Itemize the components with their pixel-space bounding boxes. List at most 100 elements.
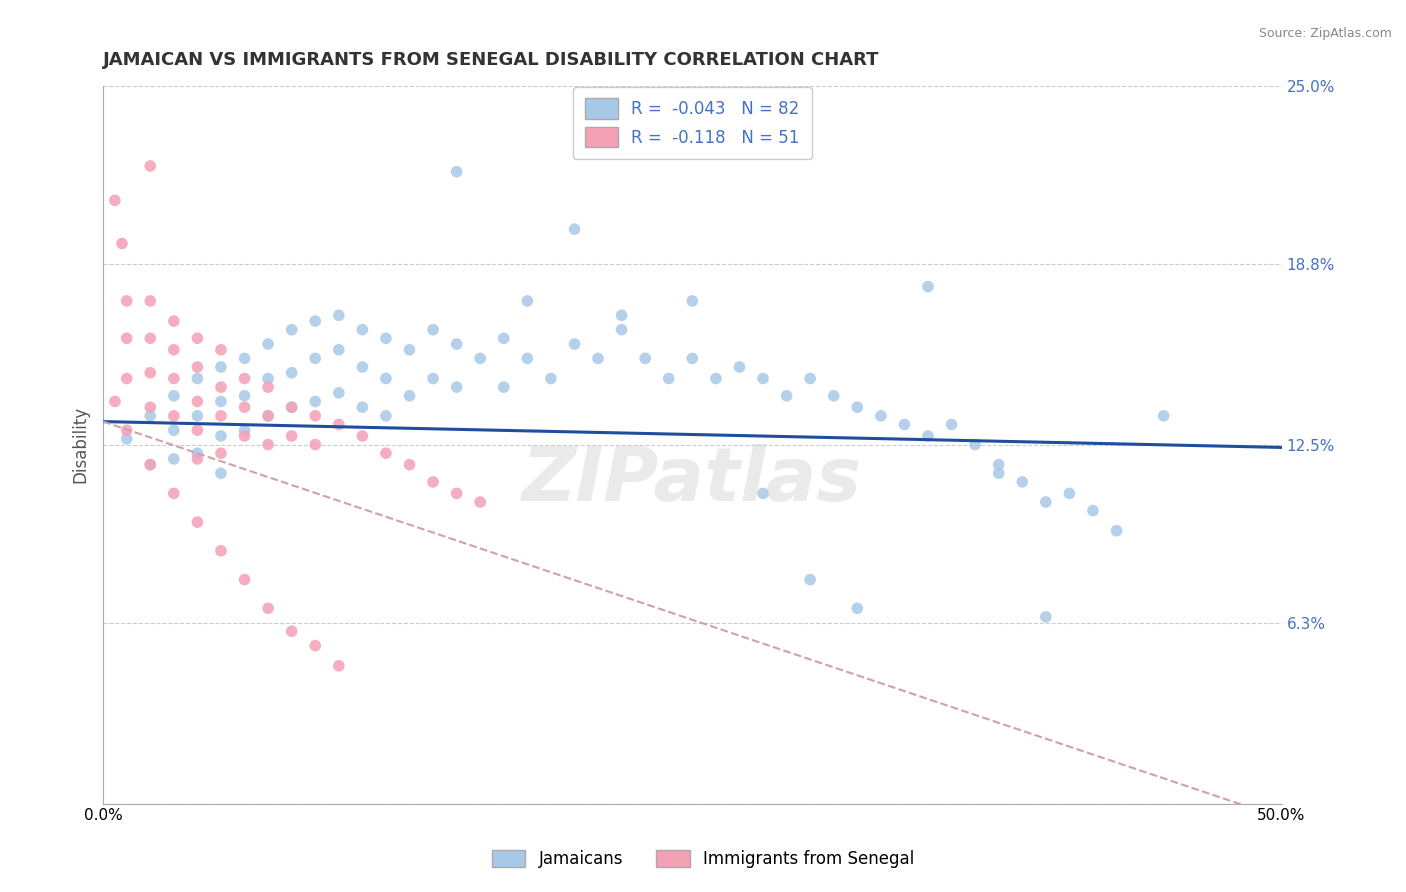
Point bbox=[422, 323, 444, 337]
Point bbox=[163, 486, 186, 500]
Point bbox=[163, 409, 186, 423]
Point bbox=[965, 437, 987, 451]
Point bbox=[257, 409, 280, 423]
Point bbox=[634, 351, 657, 366]
Point bbox=[209, 409, 232, 423]
Point bbox=[398, 389, 420, 403]
Point bbox=[728, 359, 751, 374]
Point bbox=[280, 323, 302, 337]
Point bbox=[540, 371, 562, 385]
Point bbox=[304, 639, 326, 653]
Point bbox=[492, 331, 515, 345]
Point bbox=[163, 389, 186, 403]
Point bbox=[163, 423, 186, 437]
Text: ZIPatlas: ZIPatlas bbox=[522, 444, 862, 517]
Point bbox=[233, 351, 256, 366]
Point bbox=[111, 236, 134, 251]
Point bbox=[233, 429, 256, 443]
Point bbox=[987, 458, 1010, 472]
Point bbox=[681, 293, 703, 308]
Point bbox=[446, 164, 468, 178]
Point bbox=[1035, 610, 1057, 624]
Point bbox=[209, 467, 232, 481]
Point bbox=[209, 359, 232, 374]
Point bbox=[610, 323, 633, 337]
Point bbox=[823, 389, 845, 403]
Point bbox=[209, 544, 232, 558]
Point bbox=[374, 331, 396, 345]
Point bbox=[917, 429, 939, 443]
Point bbox=[328, 417, 350, 432]
Point bbox=[374, 371, 396, 385]
Point bbox=[775, 389, 797, 403]
Point bbox=[304, 394, 326, 409]
Point bbox=[186, 409, 208, 423]
Point bbox=[115, 293, 138, 308]
Point bbox=[1081, 503, 1104, 517]
Point bbox=[704, 371, 727, 385]
Point bbox=[1153, 409, 1175, 423]
Point bbox=[328, 343, 350, 357]
Point bbox=[104, 394, 127, 409]
Point bbox=[139, 409, 162, 423]
Point bbox=[870, 409, 893, 423]
Point bbox=[257, 437, 280, 451]
Point bbox=[186, 371, 208, 385]
Y-axis label: Disability: Disability bbox=[72, 406, 89, 483]
Point bbox=[209, 343, 232, 357]
Point bbox=[115, 371, 138, 385]
Point bbox=[304, 437, 326, 451]
Point bbox=[209, 446, 232, 460]
Point bbox=[209, 394, 232, 409]
Point bbox=[186, 446, 208, 460]
Point bbox=[233, 423, 256, 437]
Point bbox=[139, 159, 162, 173]
Point bbox=[752, 486, 775, 500]
Point bbox=[257, 601, 280, 615]
Point bbox=[352, 359, 374, 374]
Point bbox=[446, 380, 468, 394]
Point bbox=[516, 293, 538, 308]
Point bbox=[374, 409, 396, 423]
Point bbox=[799, 371, 821, 385]
Point bbox=[470, 351, 492, 366]
Point bbox=[280, 429, 302, 443]
Point bbox=[352, 429, 374, 443]
Legend: R =  -0.043   N = 82, R =  -0.118   N = 51: R = -0.043 N = 82, R = -0.118 N = 51 bbox=[574, 87, 811, 159]
Point bbox=[163, 314, 186, 328]
Point bbox=[941, 417, 963, 432]
Point bbox=[610, 308, 633, 322]
Point bbox=[470, 495, 492, 509]
Point bbox=[492, 380, 515, 394]
Point bbox=[104, 194, 127, 208]
Point bbox=[846, 601, 869, 615]
Point bbox=[257, 380, 280, 394]
Point bbox=[304, 409, 326, 423]
Point bbox=[139, 331, 162, 345]
Point bbox=[163, 451, 186, 466]
Point bbox=[799, 573, 821, 587]
Point bbox=[139, 458, 162, 472]
Point bbox=[186, 359, 208, 374]
Point bbox=[209, 380, 232, 394]
Point bbox=[280, 401, 302, 415]
Point bbox=[257, 371, 280, 385]
Point bbox=[115, 331, 138, 345]
Point bbox=[257, 409, 280, 423]
Point bbox=[1011, 475, 1033, 489]
Point bbox=[658, 371, 681, 385]
Point bbox=[564, 222, 586, 236]
Point bbox=[139, 366, 162, 380]
Text: Source: ZipAtlas.com: Source: ZipAtlas.com bbox=[1258, 27, 1392, 40]
Point bbox=[280, 401, 302, 415]
Point bbox=[987, 467, 1010, 481]
Point bbox=[398, 343, 420, 357]
Point bbox=[422, 371, 444, 385]
Point bbox=[186, 331, 208, 345]
Point bbox=[516, 351, 538, 366]
Point bbox=[186, 451, 208, 466]
Point bbox=[304, 351, 326, 366]
Point bbox=[446, 337, 468, 351]
Point bbox=[186, 423, 208, 437]
Point bbox=[846, 401, 869, 415]
